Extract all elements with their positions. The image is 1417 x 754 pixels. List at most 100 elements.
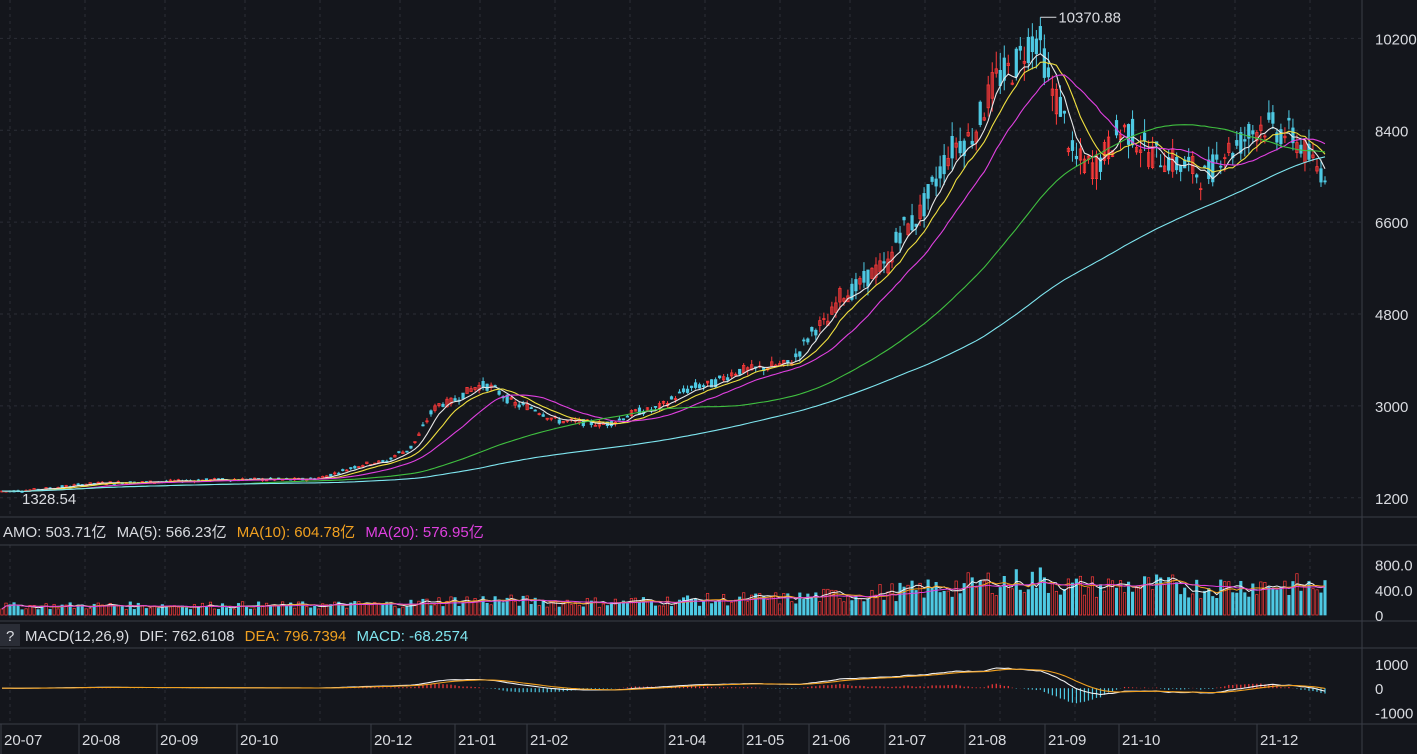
price-y-tick-label: 10200 xyxy=(1375,31,1417,48)
candle-body xyxy=(405,450,409,453)
x-tick-label: 21-09 xyxy=(1048,732,1086,749)
volume-bar xyxy=(481,596,485,616)
volume-bar xyxy=(485,603,489,616)
candle-body xyxy=(1255,132,1259,142)
volume-bar xyxy=(589,600,593,616)
volume-bar xyxy=(894,601,898,616)
volume-bar xyxy=(469,601,473,616)
volume-bar xyxy=(321,603,325,616)
volume-bar xyxy=(637,601,641,616)
volume-bar xyxy=(1243,592,1247,616)
candle-body xyxy=(950,136,954,159)
candle-body xyxy=(858,277,862,285)
volume-bar xyxy=(1018,589,1022,616)
help-icon[interactable]: ? xyxy=(6,628,14,645)
volume-bar xyxy=(92,603,96,616)
volume-y-axis-ticks: 800.0 400.0 0 xyxy=(1375,558,1413,625)
volume-bar xyxy=(982,580,986,616)
volume-bar xyxy=(36,609,40,616)
volume-bar xyxy=(862,601,866,616)
candle-body xyxy=(433,405,437,411)
candle-body xyxy=(814,329,818,336)
candle-body xyxy=(1315,166,1319,172)
volume-bar xyxy=(617,603,621,616)
volume-bar xyxy=(48,609,52,616)
volume-bar xyxy=(1323,580,1327,616)
volume-bar xyxy=(68,602,72,616)
volume-bar xyxy=(533,597,537,616)
volume-bar xyxy=(1078,575,1082,616)
candle-body xyxy=(417,433,421,436)
volume-bar xyxy=(778,603,782,616)
volume-bar xyxy=(164,607,168,616)
volume-bar xyxy=(104,605,108,616)
volume-bar xyxy=(770,596,774,616)
volume-bar xyxy=(1163,584,1167,616)
volume-ma5-line xyxy=(1,577,1326,610)
dif-line xyxy=(2,667,1326,696)
volume-bar xyxy=(0,608,4,616)
candle-body xyxy=(1319,168,1323,183)
candle-body xyxy=(517,404,521,408)
volume-bar xyxy=(653,605,658,616)
volume-bar xyxy=(962,583,966,616)
volume-bar xyxy=(1203,590,1207,616)
volume-bar xyxy=(1187,597,1191,616)
volume-bar xyxy=(1102,590,1107,616)
volume-bar xyxy=(1275,589,1279,616)
price-panel[interactable]: 10370.88 1328.54 10200 8400 6600 4800 3000 12… xyxy=(0,9,1417,508)
candle-body xyxy=(529,407,533,410)
volume-bar xyxy=(730,601,734,616)
volume-bar xyxy=(714,600,718,616)
candle-body xyxy=(722,376,726,381)
volume-bar xyxy=(950,596,954,616)
volume-bar xyxy=(489,604,493,616)
candle-body xyxy=(770,361,774,367)
volume-bar xyxy=(240,601,245,616)
macd-y-tick-label: -1000 xyxy=(1375,705,1413,722)
price-y-tick-label: 1200 xyxy=(1375,491,1408,508)
volume-bar xyxy=(1239,580,1243,616)
dea-value: DEA: 796.7394 xyxy=(245,628,347,645)
candle-body xyxy=(1307,143,1311,160)
candle-body xyxy=(1195,174,1199,178)
candle-body xyxy=(1323,180,1327,183)
candle-body xyxy=(738,368,742,375)
candle-body xyxy=(866,269,870,287)
volume-panel[interactable]: 800.0 400.0 0 xyxy=(0,558,1413,625)
candle-body xyxy=(561,420,565,424)
volume-bar xyxy=(156,608,160,616)
volume-bar xyxy=(220,603,225,616)
candle-body xyxy=(734,373,738,376)
x-tick-label: 21-07 xyxy=(888,732,926,749)
volume-bar xyxy=(998,587,1002,616)
volume-bar xyxy=(710,603,714,616)
volume-ma20-line xyxy=(1,581,1326,610)
candle-body xyxy=(341,469,345,471)
volume-bar xyxy=(204,606,209,616)
candle-body xyxy=(393,454,397,458)
volume-bar xyxy=(537,605,541,616)
volume-bar xyxy=(1255,594,1259,616)
volume-bar xyxy=(782,593,786,616)
volume-bar xyxy=(453,597,457,616)
ma60-line xyxy=(1,124,1326,492)
volume-bar xyxy=(337,601,341,616)
candle-body xyxy=(525,403,529,411)
candle-body xyxy=(1203,165,1207,168)
volume-bar xyxy=(192,604,196,616)
volume-bar xyxy=(754,593,758,616)
volume-bar xyxy=(1171,574,1175,616)
help-button[interactable] xyxy=(0,624,20,646)
macd-panel[interactable]: 1000 0 -1000 xyxy=(2,657,1413,722)
candle-body xyxy=(922,193,926,217)
volume-bar xyxy=(1235,592,1239,616)
candle-body xyxy=(465,386,469,394)
candle-body xyxy=(1078,148,1083,161)
volume-bar xyxy=(601,603,605,616)
price-y-tick-label: 4800 xyxy=(1375,307,1408,324)
candle-body xyxy=(593,424,597,427)
volume-bar xyxy=(257,601,261,616)
candle-body xyxy=(850,283,854,300)
